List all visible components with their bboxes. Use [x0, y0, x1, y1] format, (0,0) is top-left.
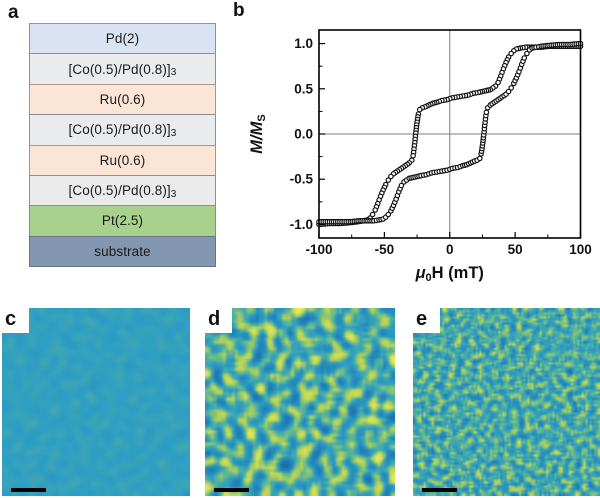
scale-bar-d — [214, 488, 249, 492]
x-tick-label: 0 — [446, 242, 454, 257]
y-axis-title: M/MS — [248, 114, 268, 153]
panel-e-label-box: e — [413, 308, 440, 333]
layer-row-4: [Co(0.5)/Pd(0.8)] 3 — [29, 114, 216, 146]
layer-name: Ru(0.6) — [99, 152, 146, 168]
x-tick-label: 100 — [569, 242, 592, 257]
layer-row-1: Pd(2) — [29, 23, 216, 55]
y-tick-label: 1.0 — [294, 36, 313, 51]
scale-bar-e — [422, 488, 457, 492]
layer-name: [Co(0.5)/Pd(0.8)] — [68, 61, 171, 77]
panel-e-label: e — [416, 308, 428, 330]
layer-name: [Co(0.5)/Pd(0.8)] — [68, 122, 171, 138]
layer-row-5: Ru(0.6) — [29, 144, 216, 176]
layer-stack: Pd(2) [Co(0.5)/Pd(0.8)] 3 Ru(0.6) [Co(0.5)/P… — [29, 23, 216, 267]
layer-row-8: substrate — [29, 235, 216, 267]
hysteresis-chart-svg: -100 -50 0 50 100 -1.0 -0.5 0.0 0.5 1.0 μ0H (mT) M/… — [248, 29, 592, 284]
x-axis-title: μ0H (mT) — [415, 264, 484, 284]
ascending-branch — [316, 40, 584, 225]
panel-c: c — [2, 308, 190, 496]
mfm-image-d — [205, 308, 395, 496]
layer-name-subscript: 3 — [170, 127, 177, 139]
origin-crosshair — [319, 30, 581, 238]
panel-d: d — [205, 308, 395, 496]
layer-name: Pd(2) — [105, 31, 140, 47]
panel-b-label: b — [233, 0, 245, 21]
x-tick-label: -50 — [375, 242, 395, 257]
layer-name-subscript: 3 — [170, 188, 177, 200]
panel-e: e — [413, 308, 600, 496]
panel-c-label-box: c — [2, 308, 29, 333]
layer-name: Pt(2.5) — [101, 213, 144, 229]
layer-name: substrate — [94, 243, 151, 259]
layer-name: Ru(0.6) — [99, 91, 146, 107]
y-tick-label: 0.5 — [294, 81, 313, 96]
layer-row-6: [Co(0.5)/Pd(0.8)] 3 — [29, 174, 216, 207]
layer-row-7: Pt(2.5) — [29, 205, 216, 237]
mfm-image-e — [413, 308, 600, 496]
y-tick-label: -0.5 — [290, 172, 314, 187]
hysteresis-chart: -100 -50 0 50 100 -1.0 -0.5 0.0 0.5 1.0 μ0H (mT) M/… — [245, 18, 595, 294]
mfm-image-c — [2, 308, 190, 496]
x-tick-label: -100 — [305, 242, 332, 257]
layer-row-3: Ru(0.6) — [29, 83, 216, 116]
panel-d-label: d — [208, 308, 221, 330]
axes: -100 -50 0 50 100 -1.0 -0.5 0.0 0.5 1.0 μ0H (mT) M/… — [248, 29, 592, 284]
y-tick-label: -1.0 — [290, 217, 313, 232]
x-tick-label: 50 — [508, 242, 523, 257]
layer-name: [Co(0.5)/Pd(0.8)] — [68, 183, 171, 199]
panel-c-label: c — [5, 308, 17, 330]
y-tick-label: 0.0 — [294, 127, 313, 142]
panel-d-label-box: d — [205, 308, 232, 333]
layer-name-subscript: 3 — [170, 67, 177, 79]
layer-row-2: [Co(0.5)/Pd(0.8)] 3 — [29, 53, 216, 85]
scale-bar-c — [11, 488, 46, 492]
panel-a-label: a — [8, 2, 19, 23]
